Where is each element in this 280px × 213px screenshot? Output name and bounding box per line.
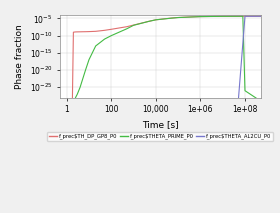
Y-axis label: Phase fraction: Phase fraction — [15, 24, 24, 89]
Legend: f_prec$TH_DP_GP8_P0, f_prec$THETA_PRIME_P0, f_prec$THETA_AL2CU_P0: f_prec$TH_DP_GP8_P0, f_prec$THETA_PRIME_… — [47, 132, 273, 141]
X-axis label: Time [s]: Time [s] — [142, 120, 179, 129]
